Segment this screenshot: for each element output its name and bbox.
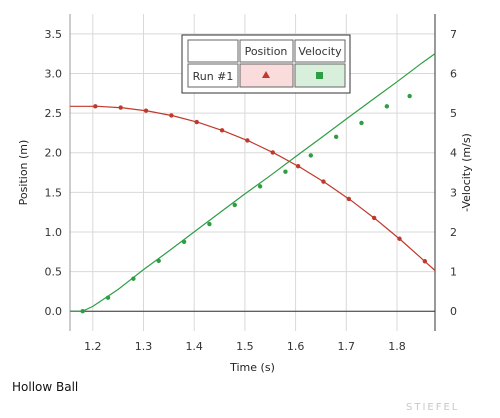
legend-header-position: [239, 39, 294, 63]
data-point-position: [371, 215, 377, 221]
y-left-tick-label: 2.0: [45, 147, 63, 160]
data-point-velocity: [105, 295, 111, 300]
y-right-tick-label: 0: [450, 305, 457, 318]
data-point-velocity: [283, 169, 288, 174]
data-point-velocity: [407, 93, 412, 99]
data-point-velocity: [80, 308, 85, 314]
chart: 1.2 1.3 1.4 1.5 1.6 1.7 1.8 0.0 0.5 1.0 1.5 2.0 2.5 3…: [17, 14, 473, 374]
series-line-velocity: [70, 53, 436, 312]
data-point-position: [295, 163, 301, 169]
legend: Position Velocity Run #1: [181, 34, 351, 94]
x-tick-label: 1.5: [236, 340, 254, 353]
y-left-tick-label: 2.5: [45, 107, 63, 120]
data-point-velocity: [207, 221, 212, 227]
data-point-velocity: [156, 258, 161, 264]
y-right-tick-label: 3: [450, 186, 457, 199]
y-right-tick-label: 4: [450, 147, 457, 160]
data-point-position: [346, 196, 352, 202]
data-point-position: [169, 113, 174, 118]
data-point-velocity: [384, 104, 390, 109]
legend-header-blank: [187, 39, 239, 63]
legend-row-label-cell: [187, 63, 239, 88]
data-point-position: [219, 128, 225, 133]
legend-velocity-square-icon: [316, 72, 323, 79]
series-line-position: [70, 105, 436, 271]
y-left-tick-label: 0.0: [45, 305, 63, 318]
data-point-velocity: [308, 153, 313, 158]
legend-col-position: Position: [245, 45, 288, 58]
data-point-position: [321, 179, 326, 184]
data-point-velocity: [257, 184, 263, 189]
data-point-velocity: [232, 202, 237, 208]
y-axis-right-title: -Velocity (m/s): [460, 133, 473, 212]
series-points: [80, 93, 428, 314]
x-tick-label: 1.2: [84, 340, 102, 353]
data-point-position: [93, 104, 98, 109]
data-point-position: [143, 108, 149, 113]
data-point-position: [245, 138, 250, 143]
x-axis-title: Time (s): [229, 361, 275, 374]
data-point-velocity: [359, 120, 364, 126]
data-point-position: [270, 150, 275, 155]
legend-col-velocity: Velocity: [298, 45, 342, 58]
data-point-position: [194, 119, 199, 125]
x-tick-label: 1.6: [287, 340, 305, 353]
y-right-tick-label: 6: [450, 67, 457, 80]
y-axis-left-title: Position (m): [17, 140, 30, 206]
caption: Hollow Ball: [12, 380, 79, 394]
tick-labels: 1.2 1.3 1.4 1.5 1.6 1.7 1.8 0.0 0.5 1.0 1.5 2.0 2.5 3…: [45, 28, 458, 353]
x-tick-label: 1.8: [388, 340, 406, 353]
y-right-tick-label: 5: [450, 107, 457, 120]
x-tick-label: 1.4: [185, 340, 203, 353]
y-left-tick-label: 1.0: [45, 226, 63, 239]
data-point-velocity: [333, 134, 339, 140]
y-right-tick-label: 2: [450, 226, 457, 239]
data-point-velocity: [181, 239, 187, 245]
y-left-tick-label: 0.5: [45, 266, 63, 279]
data-point-position: [118, 105, 123, 110]
legend-position-triangle-icon: [262, 71, 270, 78]
plot-frame: [69, 14, 436, 331]
x-tick-label: 1.7: [338, 340, 356, 353]
x-tick-label: 1.3: [135, 340, 153, 353]
series-lines: [70, 53, 436, 312]
data-point-velocity: [131, 276, 136, 281]
legend-row-label: Run #1: [193, 70, 234, 83]
y-left-tick-label: 3.5: [45, 28, 63, 41]
data-point-position: [397, 236, 402, 241]
y-left-tick-label: 3.0: [45, 67, 63, 80]
data-point-position: [422, 259, 428, 264]
y-left-tick-label: 1.5: [45, 186, 63, 199]
y-right-tick-label: 7: [450, 28, 457, 41]
legend-header-velocity: [294, 39, 346, 63]
y-right-tick-label: 1: [450, 266, 457, 279]
watermark: STIEFEL: [406, 402, 460, 413]
